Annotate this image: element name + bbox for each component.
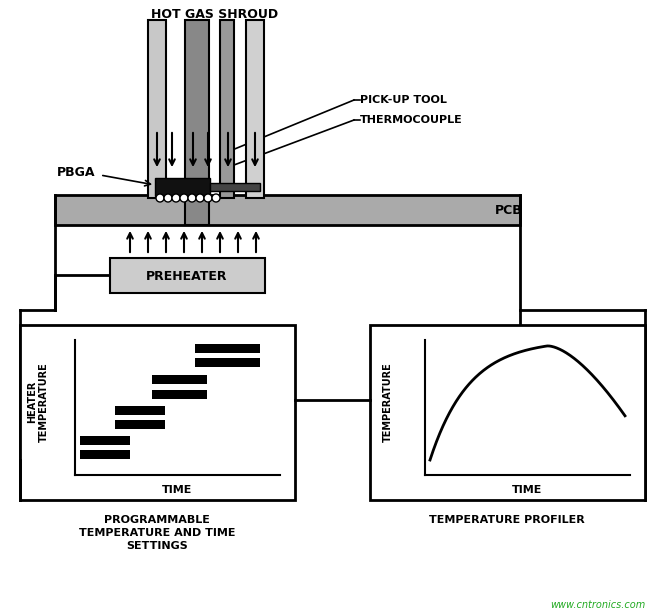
Text: PICK-UP TOOL: PICK-UP TOOL: [360, 95, 447, 105]
Text: TIME: TIME: [512, 485, 542, 495]
Text: THERMOCOUPLE: THERMOCOUPLE: [360, 115, 463, 125]
Text: TEMPERATURE PROFILER: TEMPERATURE PROFILER: [429, 515, 585, 525]
Bar: [152, 375, 207, 384]
Circle shape: [212, 194, 220, 202]
Circle shape: [172, 194, 180, 202]
Text: TEMPERATURE: TEMPERATURE: [383, 362, 393, 442]
Text: TEMPERATURE AND TIME: TEMPERATURE AND TIME: [79, 528, 236, 538]
Circle shape: [196, 194, 204, 202]
Circle shape: [180, 194, 188, 202]
Text: www.cntronics.com: www.cntronics.com: [550, 600, 645, 610]
Bar: [110, 258, 265, 293]
Bar: [148, 20, 166, 198]
Bar: [80, 450, 130, 459]
Bar: [195, 358, 260, 367]
Circle shape: [188, 194, 196, 202]
Text: PREHEATER: PREHEATER: [146, 270, 227, 283]
Text: PBGA: PBGA: [56, 166, 95, 179]
Text: TIME: TIME: [162, 485, 192, 495]
Bar: [115, 420, 165, 429]
Text: PCB: PCB: [495, 203, 523, 216]
Bar: [80, 436, 130, 445]
Circle shape: [156, 194, 164, 202]
Bar: [155, 178, 210, 196]
Text: HOT GAS SHROUD: HOT GAS SHROUD: [152, 8, 278, 21]
Text: PROGRAMMABLE: PROGRAMMABLE: [104, 515, 210, 525]
Bar: [195, 344, 260, 353]
Bar: [152, 390, 207, 399]
Bar: [210, 183, 260, 191]
Bar: [220, 20, 234, 198]
Text: SETTINGS: SETTINGS: [126, 541, 188, 551]
Bar: [246, 20, 264, 198]
Circle shape: [164, 194, 172, 202]
Text: HEATER
TEMPERATURE: HEATER TEMPERATURE: [28, 362, 49, 442]
Bar: [55, 195, 520, 225]
Bar: [185, 20, 209, 225]
Bar: [115, 406, 165, 415]
Bar: [370, 325, 645, 500]
Bar: [20, 325, 295, 500]
Circle shape: [204, 194, 212, 202]
